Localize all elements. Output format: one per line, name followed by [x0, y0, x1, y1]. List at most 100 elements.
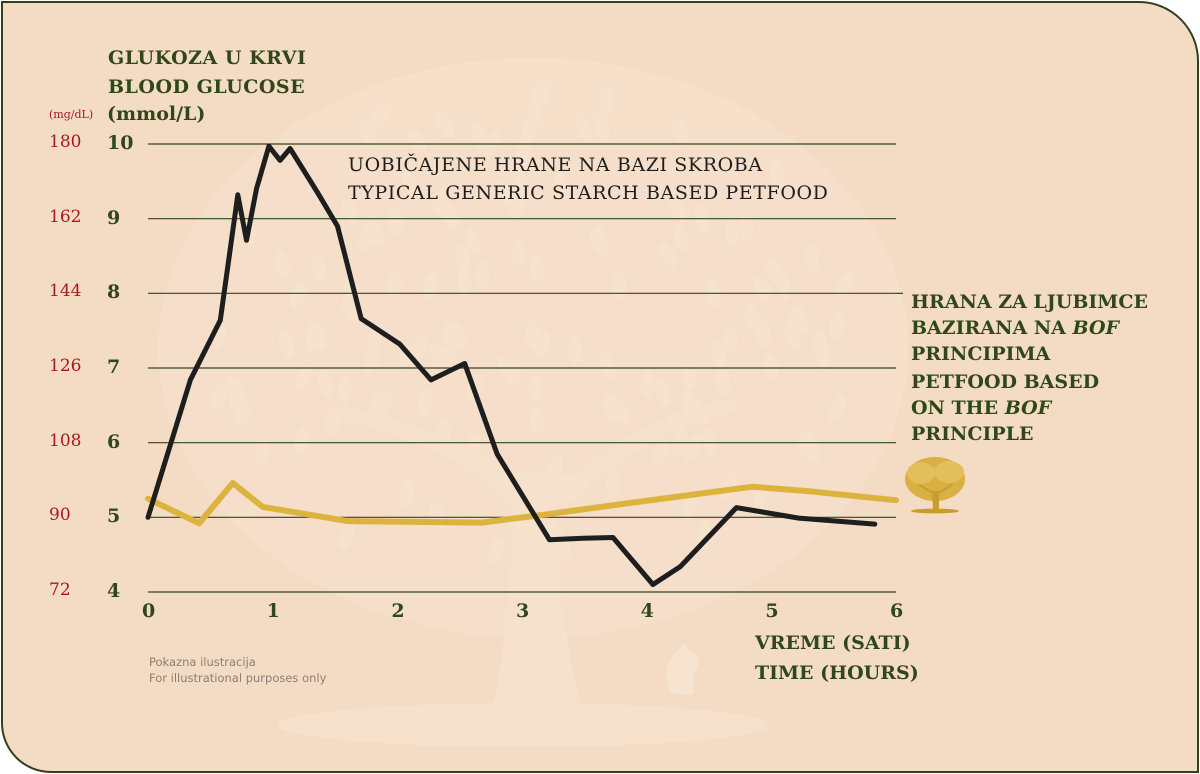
watermark-leaf [603, 394, 619, 423]
series-layer [145, 143, 899, 587]
watermark-leaf [671, 119, 689, 146]
watermark-leaf [234, 400, 250, 428]
blood-glucose-chart [145, 58, 965, 747]
watermark-leaf [756, 319, 771, 348]
watermark-leaf [683, 434, 702, 461]
watermark-leaf [399, 479, 414, 508]
watermark-leaf [682, 363, 697, 392]
bof-label-line3: PRINCIPIMA [911, 343, 1051, 365]
bof-series-label: HRANA ZA LJUBIMCE BAZIRANA NA BOF PRINCI… [911, 289, 1148, 447]
watermark-leaf [658, 242, 677, 268]
footnote-line2: For illustrational purposes only [149, 671, 327, 685]
bof-series-line [145, 480, 899, 527]
watermark-leaf [527, 97, 542, 126]
y-tick-label-mgdl: 126 [49, 356, 82, 376]
watermark-leaf [711, 340, 726, 369]
watermark-leaf [464, 227, 481, 255]
bof-label-line6: PRINCIPLE [911, 423, 1034, 445]
footnote-line1: Pokazna ilustracija [149, 655, 256, 669]
y-tick-label: 5 [107, 505, 121, 528]
watermark-leaf [510, 175, 529, 202]
tree-icon [905, 457, 965, 514]
watermark-leaf [369, 104, 387, 132]
watermark-leaf [739, 212, 754, 241]
watermark-leaf [725, 217, 740, 246]
watermark-leaf [605, 469, 620, 498]
starch-series-line [145, 143, 878, 587]
watermark-leaf [442, 323, 457, 352]
watermark-leaf [723, 325, 738, 354]
watermark-leaf [836, 272, 853, 299]
y-tick-label-mgdl: 108 [49, 430, 82, 451]
watermark-leaf [744, 304, 761, 332]
watermark-leaf [804, 244, 819, 273]
starch-series-label-line2: TYPICAL GENERIC STARCH BASED PETFOOD [348, 182, 829, 204]
watermark-leaf [784, 324, 802, 351]
watermark-leaf [277, 331, 295, 358]
bof-label-line1: HRANA ZA LJUBIMCE [911, 291, 1148, 313]
watermark-leaf [816, 342, 832, 371]
watermark-leaf [525, 320, 540, 349]
watermark-leaf [310, 254, 328, 282]
watermark-leaf [829, 311, 845, 340]
y-tick-label: 8 [107, 281, 121, 304]
x-tick-label: 4 [640, 600, 654, 622]
watermark-leaf [408, 129, 427, 155]
watermark-leaf [515, 137, 530, 166]
watermark-leaf [654, 378, 672, 406]
watermark-leaf [255, 436, 270, 465]
watermark-leaf [594, 115, 610, 144]
tree-watermark-icon [158, 58, 908, 747]
watermark-leaf [436, 418, 452, 447]
bof-label-line5: ON THE BOF [911, 397, 1052, 419]
watermark-leaf [455, 243, 472, 272]
y-tick-label-mgdl: 162 [49, 206, 82, 227]
watermark-leaf [529, 406, 544, 435]
watermark-leaf [828, 395, 847, 421]
watermark-leaf [432, 187, 448, 215]
watermark-leaf [528, 375, 544, 404]
y-tick-label-mgdl: 144 [49, 281, 82, 302]
watermark-leaf [493, 465, 509, 494]
watermark-leaf [769, 160, 784, 189]
watermark-leaf [576, 115, 593, 143]
watermark-leaf [715, 367, 731, 396]
y-unit-mmol: (mmol/L) [107, 103, 206, 125]
x-tick-label: 0 [142, 600, 156, 622]
watermark-leaf [475, 261, 490, 290]
y-tick-label: 4 [107, 580, 121, 602]
watermark-leaf [226, 377, 244, 404]
watermark-leaf [766, 258, 783, 286]
watermark-leaf [567, 336, 582, 365]
watermark-leaf [410, 336, 427, 364]
x-tick-label: 3 [516, 600, 530, 622]
x-axis-title-line1: VREME (SATI) [755, 632, 911, 654]
watermark-leaf [533, 78, 548, 107]
watermark-leaf [417, 388, 432, 416]
y-tick-label: 10 [107, 132, 134, 154]
y-tick-label-mgdl: 180 [49, 132, 82, 152]
watermark-leaf [696, 520, 711, 549]
watermark-leaf [324, 408, 340, 436]
watermark-leaf [289, 283, 308, 310]
watermark-leaf [456, 267, 472, 296]
x-axis-title-line2: TIME (HOURS) [755, 662, 919, 684]
watermark-leaf [275, 250, 290, 279]
watermark-leaf [673, 224, 689, 252]
watermark-leaf [682, 492, 698, 521]
watermark-leaf [525, 477, 540, 506]
watermark-leaf [497, 356, 516, 383]
watermark-leaf [337, 375, 352, 404]
x-tick-label: 6 [890, 600, 904, 622]
bof-label-line4: PETFOOD BASED [911, 371, 1100, 393]
watermark-leaf [599, 352, 616, 379]
watermark-leaf [388, 207, 404, 236]
y-axis-title-line2: BLOOD GLUCOSE [108, 76, 306, 98]
y-tick-label: 9 [107, 206, 121, 229]
watermark-leaf [652, 439, 670, 466]
watermark-leaf [593, 226, 608, 255]
watermark-leaf [599, 86, 614, 115]
watermark-leaf [436, 111, 454, 138]
watermark-leaf [792, 307, 809, 335]
watermark-leaf [439, 345, 458, 371]
